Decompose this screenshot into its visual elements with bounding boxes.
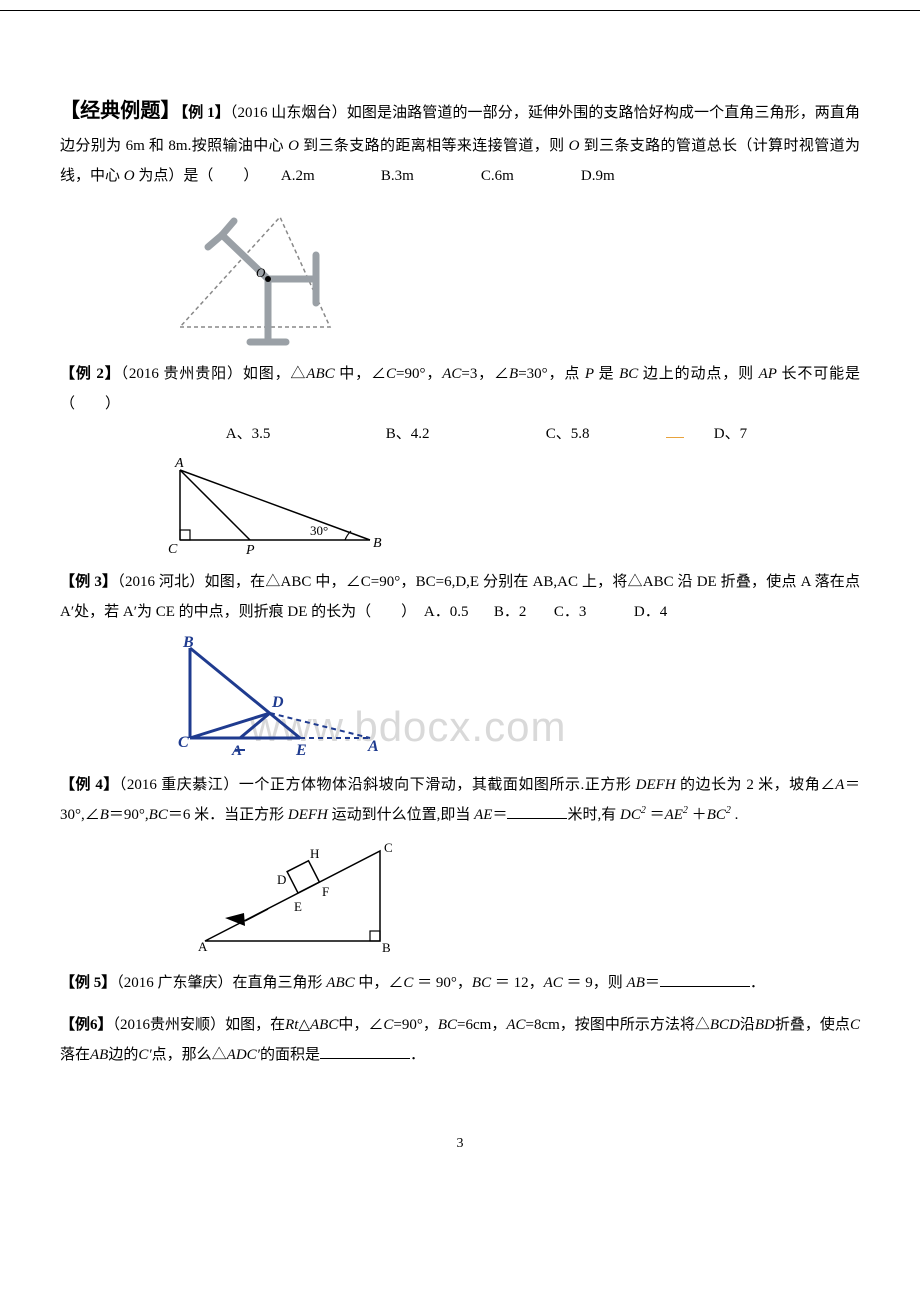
svg-text:A: A	[174, 456, 184, 471]
ex5-text: 【例 5】（2016 广东肇庆）在直角三角形 ABC 中，∠C ＝ 90°，BC…	[60, 968, 860, 998]
ex1-opt-c: C.6m	[481, 161, 581, 191]
svg-text:A: A	[198, 939, 208, 954]
svg-text:A: A	[367, 738, 379, 755]
ex1-text: 【经典例题】【例 1】（2016 山东烟台）如图是油路管道的一部分，延伸外围的支…	[60, 91, 860, 191]
orange-mark	[666, 422, 684, 438]
svg-text:B: B	[182, 634, 194, 651]
ex2-opt-d: D、7	[714, 419, 794, 449]
example-3: www.bdocx.com 【例 3】（2016 河北）如图，在△ABC 中，∠…	[60, 567, 860, 758]
ex4-label: 【例 4】	[60, 777, 119, 793]
svg-text:B: B	[382, 940, 391, 955]
ex3-label: 【例 3】	[60, 574, 117, 590]
ex2-opt-b: B、4.2	[386, 419, 546, 449]
svg-text:E: E	[295, 742, 307, 758]
svg-text:A: A	[231, 743, 242, 758]
ex2-label: 【例 2】	[60, 366, 121, 382]
ex3-text: 【例 3】（2016 河北）如图，在△ABC 中，∠C=90°，BC=6,D,E…	[60, 567, 860, 627]
ex3-opt-d: D．4	[634, 597, 667, 627]
ex6-label: 【例6】	[60, 1017, 113, 1033]
ex4-blank	[507, 803, 567, 819]
ex2-opt-a: A、3.5	[226, 419, 386, 449]
ex3-opt-b: B．2	[494, 597, 554, 627]
ex6-source: （2016贵州安顺）	[113, 1017, 226, 1033]
ex2-text: 【例 2】（2016 贵州贵阳）如图，△ABC 中，∠C=90°，AC=3，∠B…	[60, 359, 860, 419]
ex6-text: 【例6】（2016贵州安顺）如图，在Rt△ABC中，∠C=90°，BC=6cm，…	[60, 1010, 860, 1070]
ex3-opt-c: C．3	[554, 597, 634, 627]
ex4-figure: A B C D E F H	[60, 836, 860, 956]
ex3-figure: B C A D E A	[60, 633, 860, 758]
svg-text:30°: 30°	[310, 523, 328, 538]
example-4: 【例 4】（2016 重庆綦江）一个正方体物体沿斜坡向下滑动，其截面如图所示.正…	[60, 770, 860, 956]
ex2-opt-c: C、5.8	[546, 419, 666, 449]
ex3-source: （2016 河北）	[117, 574, 204, 590]
ex5-blank	[660, 971, 750, 987]
page-number: 3	[60, 1130, 860, 1158]
ex1-figure: O	[60, 197, 860, 347]
example-6: 【例6】（2016贵州安顺）如图，在Rt△ABC中，∠C=90°，BC=6cm，…	[60, 1010, 860, 1070]
section-title: 【经典例题】	[60, 100, 181, 122]
ex4-text: 【例 4】（2016 重庆綦江）一个正方体物体沿斜坡向下滑动，其截面如图所示.正…	[60, 770, 860, 830]
ex3-opt-a: A．0.5	[424, 597, 494, 627]
ex4-source: （2016 重庆綦江）	[119, 777, 239, 793]
example-2: 【例 2】（2016 贵州贵阳）如图，△ABC 中，∠C=90°，AC=3，∠B…	[60, 359, 860, 555]
ex2-source: （2016 贵州贵阳）	[121, 366, 243, 382]
ex1-label: 【例 1】	[181, 105, 230, 121]
ex1-opt-b: B.3m	[381, 161, 481, 191]
ex6-blank	[320, 1043, 410, 1059]
svg-text:C: C	[384, 840, 393, 855]
svg-text:F: F	[322, 884, 329, 899]
svg-text:E: E	[294, 899, 302, 914]
svg-text:B: B	[373, 536, 382, 551]
ex1-source: （2016 山东烟台）	[230, 105, 347, 121]
ex2-options: 能是（ ） A、3.5B、4.2C、5.8D、7	[60, 419, 860, 449]
example-5: 【例 5】（2016 广东肇庆）在直角三角形 ABC 中，∠C ＝ 90°，BC…	[60, 968, 860, 998]
ex1-opt-d: D.9m	[581, 161, 615, 191]
ex1-opt-a: A.2m	[281, 161, 381, 191]
ex5-label: 【例 5】	[60, 975, 116, 991]
ex2-figure: A C B P 30°	[60, 455, 860, 555]
svg-text:C: C	[168, 542, 178, 555]
svg-text:C: C	[178, 734, 189, 751]
svg-text:D: D	[271, 694, 284, 711]
ex5-source: （2016 广东肇庆）	[116, 975, 232, 991]
svg-text:H: H	[310, 846, 319, 861]
svg-text:O: O	[256, 265, 266, 280]
svg-text:P: P	[245, 543, 255, 555]
example-1: 【经典例题】【例 1】（2016 山东烟台）如图是油路管道的一部分，延伸外围的支…	[60, 91, 860, 347]
svg-text:D: D	[277, 872, 286, 887]
